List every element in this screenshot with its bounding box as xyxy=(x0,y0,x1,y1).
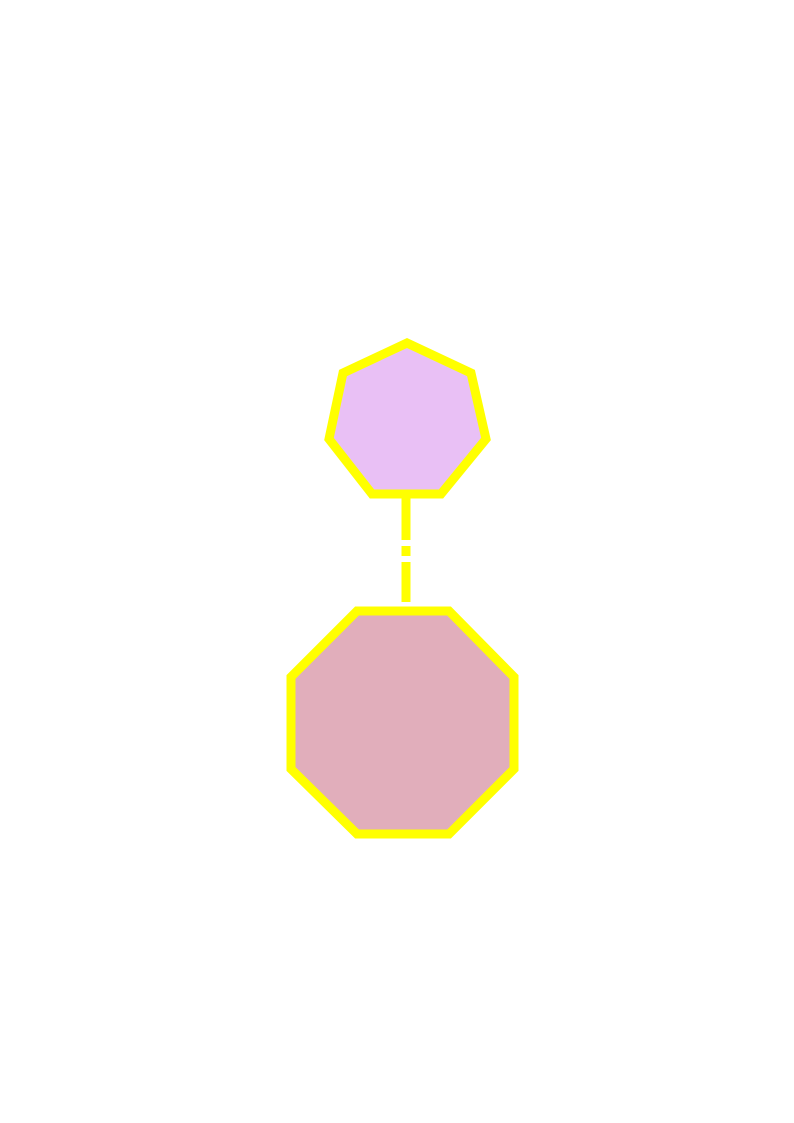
heptagon-node xyxy=(324,338,491,499)
octagon-node xyxy=(286,606,519,839)
